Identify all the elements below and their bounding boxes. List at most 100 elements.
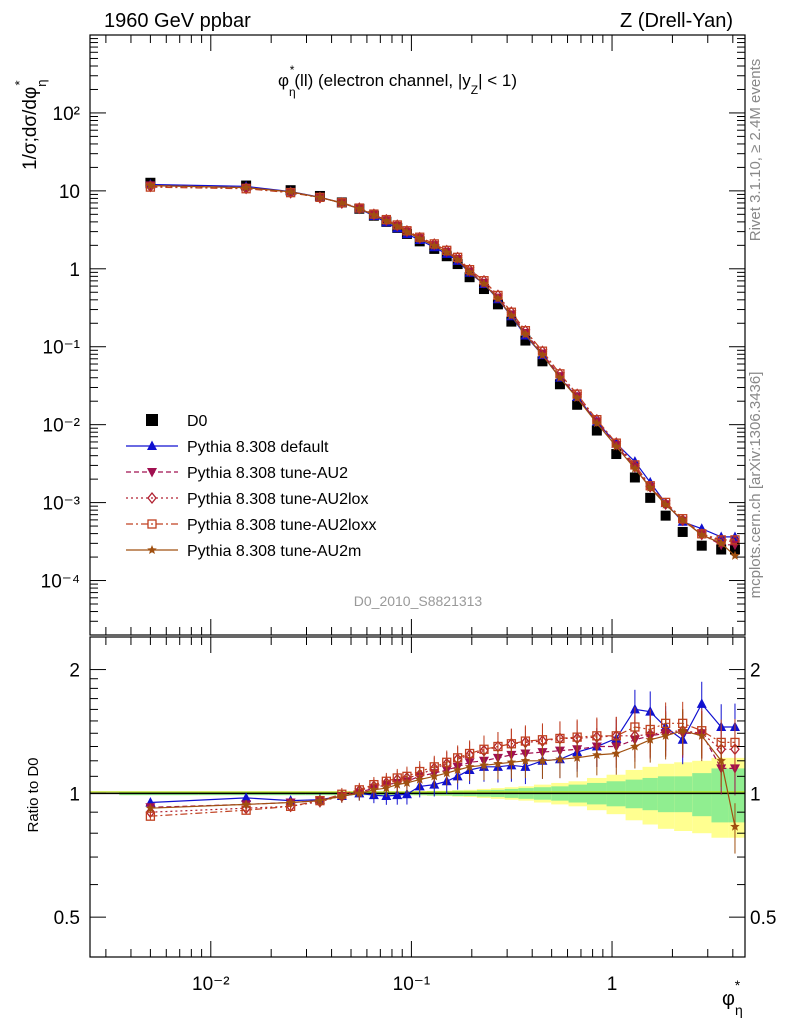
y-tick-label: 10 <box>59 182 80 203</box>
mc-point <box>392 219 403 232</box>
mc-point <box>392 221 402 231</box>
mc-point <box>429 240 439 250</box>
mc-point <box>354 202 365 215</box>
mc-point <box>537 350 548 360</box>
svg-text:1/σ;dσ/dφη*: 1/σ;dσ/dφη* <box>12 79 49 170</box>
ratio-point <box>381 783 392 793</box>
ratio-point <box>464 761 475 771</box>
ratio-point <box>555 754 565 764</box>
ratio-point <box>493 758 503 768</box>
ratio-point <box>537 735 548 745</box>
mc-point <box>677 515 688 525</box>
ratio-point <box>392 779 402 789</box>
analysis-id: D0_2010_S8821313 <box>354 593 483 609</box>
data-point <box>464 272 475 283</box>
uncertainty-band-green <box>692 773 712 817</box>
y-tick-label: 10⁻³ <box>43 494 81 515</box>
mc-point <box>415 233 425 243</box>
mc-point <box>716 538 726 548</box>
y-tick-label: 10⁻⁴ <box>41 572 80 593</box>
data-point <box>696 540 707 551</box>
mc-point <box>730 535 740 545</box>
y-tick-label: 10⁻² <box>43 416 81 437</box>
mc-point <box>354 203 365 213</box>
ratio-point <box>645 734 655 744</box>
legend-marker <box>147 545 157 554</box>
mc-point <box>442 247 452 257</box>
ratio-ylabel: Ratio to D0 <box>25 757 42 832</box>
ratio-point <box>520 755 531 765</box>
ratio-point <box>592 749 602 759</box>
mc-point <box>506 310 517 320</box>
data-point <box>591 425 602 436</box>
ratio-y-tick-label-right: 2 <box>750 661 761 682</box>
mc-point <box>369 208 379 221</box>
mc-point <box>241 182 251 192</box>
energy-label: 1960 GeV ppbar <box>104 10 251 32</box>
mc-point <box>479 274 489 287</box>
legend-label: Pythia 8.308 tune-AU2loxx <box>187 517 376 534</box>
ratio-point <box>716 755 726 765</box>
ratio-point <box>442 768 452 778</box>
mc-point <box>464 267 475 277</box>
ratio-point <box>315 795 325 805</box>
ratio-point <box>697 730 707 740</box>
legend-label: Pythia 8.308 tune-AU2lox <box>187 491 368 508</box>
ratio-point <box>572 752 582 762</box>
ratio-point <box>337 791 347 801</box>
ratio-y-tick-label-right: 1 <box>750 784 761 805</box>
mc-point <box>285 186 296 196</box>
mc-point <box>315 192 325 202</box>
legend-marker <box>147 519 157 529</box>
ratio-y-tick-label: 1 <box>69 784 80 805</box>
ratio-y-tick-label: 0.5 <box>54 908 80 929</box>
ratio-point <box>369 784 379 794</box>
plot-title: φη*(ll) (electron channel, |yZ| < 1) <box>278 63 517 99</box>
data-point <box>677 526 688 537</box>
data-point <box>492 299 503 310</box>
data-point <box>520 335 531 346</box>
legend-marker <box>146 414 158 426</box>
data-point <box>660 510 671 521</box>
ratio-point <box>730 821 740 831</box>
ratio-point <box>145 803 156 813</box>
data-point <box>506 316 517 327</box>
data-point <box>629 472 640 483</box>
ratio-plot-frame <box>89 636 746 958</box>
mc-point <box>337 198 347 207</box>
ratio-point <box>696 698 707 708</box>
ratio-point <box>241 792 252 802</box>
x-tick-label: 10⁻¹ <box>393 974 431 995</box>
ratio-point <box>415 774 425 784</box>
mcplots-label: mcplots.cern.ch [arXiv:1306.3436] <box>747 372 764 599</box>
mc-point <box>381 215 392 225</box>
mc-point <box>697 529 707 539</box>
x-tick-label: 10⁻² <box>192 974 230 995</box>
data-point <box>572 399 583 410</box>
ratio-point <box>392 789 403 800</box>
x-tick-label: 1 <box>607 974 618 995</box>
data-point <box>645 492 656 503</box>
ratio-point <box>537 755 548 765</box>
legend-label: Pythia 8.308 tune-AU2m <box>187 543 361 560</box>
data-point <box>537 356 548 367</box>
mc-point <box>660 499 671 509</box>
mc-point <box>145 180 156 190</box>
ratio-y-tick-label: 2 <box>69 661 80 682</box>
mc-point <box>730 550 740 560</box>
y-tick-label: 10² <box>53 104 80 125</box>
rivet-label: Rivet 3.1.10, ≥ 2.4M events <box>747 59 764 242</box>
uncertainty-band-green <box>711 768 729 823</box>
ratio-point <box>354 788 365 798</box>
mc-point <box>479 278 489 288</box>
mc-point <box>402 227 412 236</box>
uncertainty-band-green <box>728 768 745 823</box>
ratio-point <box>401 788 412 799</box>
y-tick-label: 10⁻¹ <box>43 338 81 359</box>
ratio-point <box>677 725 688 735</box>
legend-marker <box>147 468 157 478</box>
mc-point <box>572 393 582 403</box>
ratio-point <box>145 811 156 821</box>
data-point <box>554 379 565 390</box>
legend-marker <box>147 440 157 450</box>
